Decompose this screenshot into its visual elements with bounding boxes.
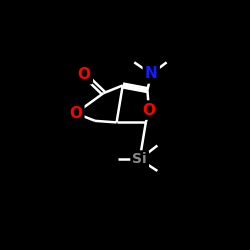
Text: Si: Si	[132, 152, 147, 166]
Text: O: O	[69, 106, 82, 121]
Text: O: O	[142, 102, 156, 118]
Text: O: O	[78, 67, 91, 82]
Text: N: N	[145, 66, 158, 82]
